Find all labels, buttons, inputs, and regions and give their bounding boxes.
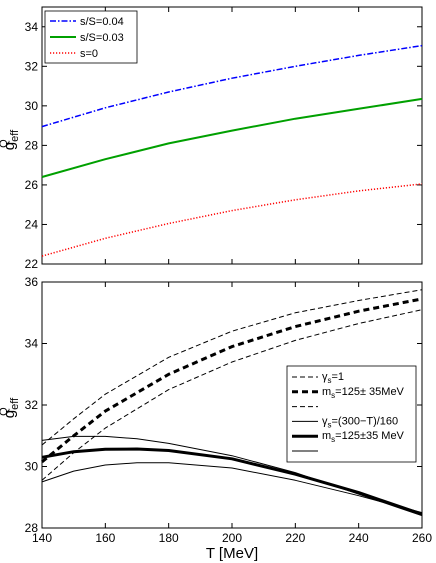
bottom-legend-rows: γs=1ms=125± 35MeV γs=(300−T)/160ms=125±35… xyxy=(292,371,405,452)
top-ytick-label-3: 28 xyxy=(25,138,39,152)
bottom-legend-label-0: γs=1 xyxy=(322,371,344,385)
top-series xyxy=(41,44,423,257)
top-ytick-label-6: 34 xyxy=(25,20,39,34)
top-ytick-label-4: 30 xyxy=(25,99,39,113)
bottom-y-axis-label-sub: eff xyxy=(9,397,21,410)
bottom-ytick-label-1: 30 xyxy=(25,460,39,474)
bottom-xtick-label-0: 140 xyxy=(32,531,52,545)
bottom-series-4 xyxy=(41,447,423,516)
bottom-xtick-label-5: 240 xyxy=(349,531,369,545)
bottom-series-0 xyxy=(41,289,423,446)
top-ytick-label-1: 24 xyxy=(25,217,39,231)
bottom-ytick-label-3: 34 xyxy=(25,337,39,351)
bottom-legend: γs=1ms=125± 35MeV γs=(300−T)/160ms=125±35… xyxy=(286,365,417,463)
bottom-xtick-label-1: 160 xyxy=(95,531,115,545)
bottom-xtick-label-6: 260 xyxy=(412,531,432,545)
bottom-ticks: 28 30 32 34 36 140 160 180 200 220 240 260 xyxy=(25,275,433,545)
bottom-legend-box xyxy=(286,365,417,463)
bottom-chart: 28 30 32 34 36 140 160 180 200 220 240 260 geffQ T … xyxy=(0,275,432,562)
bottom-legend-label-4: ms=125±35 MeV xyxy=(322,430,405,444)
bottom-legend-label-3: γs=(300−T)/160 xyxy=(322,415,398,429)
bottom-xtick-label-3: 200 xyxy=(222,531,242,545)
top-legend-label-2: s=0 xyxy=(80,48,98,60)
bottom-y-axis-label: geffQ xyxy=(0,397,21,418)
bottom-xtick-label-4: 220 xyxy=(285,531,305,545)
top-y-axis-label-sub: eff xyxy=(9,129,21,142)
bottom-y-axis-label-main: g xyxy=(1,410,18,418)
bottom-ytick-label-0: 28 xyxy=(25,521,39,535)
top-ytick-label-0: 22 xyxy=(25,257,39,271)
bottom-xtick-label-2: 180 xyxy=(159,531,179,545)
bottom-series xyxy=(41,289,423,517)
top-series-1 xyxy=(41,97,423,178)
top-y-axis-label-sup: Q xyxy=(0,139,10,148)
bottom-ytick-label-2: 32 xyxy=(25,398,39,412)
x-axis-label: T [MeV] xyxy=(206,545,258,562)
bottom-series-2 xyxy=(41,309,423,481)
top-series-2 xyxy=(41,183,423,257)
top-y-axis-label-main: g xyxy=(1,142,18,150)
bottom-legend-label-1: ms=125± 35MeV xyxy=(322,386,405,400)
top-legend-label-0: s/S=0.04 xyxy=(80,16,124,28)
top-ticks: 22 24 26 28 30 32 34 xyxy=(25,7,423,271)
top-chart: 22 24 26 28 30 32 34 geffQ s/S=0.04 s/S=0.03 s… xyxy=(0,6,423,271)
bottom-series-5 xyxy=(41,462,423,514)
bottom-y-axis-label-sup: Q xyxy=(0,407,10,416)
bottom-series-1 xyxy=(41,297,423,464)
bottom-ytick-label-4: 36 xyxy=(25,275,39,289)
top-series-0 xyxy=(41,44,423,128)
top-ytick-label-2: 26 xyxy=(25,178,39,192)
top-y-axis-label: geffQ xyxy=(0,129,21,150)
top-ytick-label-5: 32 xyxy=(25,59,39,73)
top-legend-label-1: s/S=0.03 xyxy=(80,32,124,44)
top-legend: s/S=0.04 s/S=0.03 s=0 xyxy=(44,10,138,64)
